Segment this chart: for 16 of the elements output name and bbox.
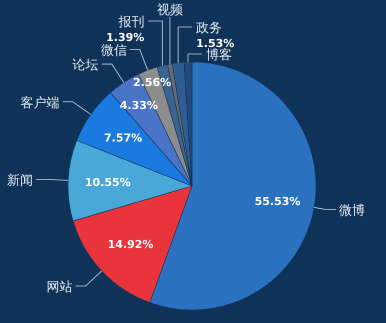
slice-label: 博客: [206, 47, 232, 63]
slice-label: 网站: [46, 280, 73, 296]
data-label: 55.53%: [254, 195, 300, 208]
slice-label: 报刊: [117, 15, 144, 30]
data-label: 14.92%: [108, 238, 154, 251]
slice-label: 新闻: [7, 173, 34, 188]
data-label: 10.55%: [84, 176, 131, 190]
slice-label: 微信: [100, 44, 127, 59]
slice-label: 政务: [196, 21, 222, 36]
data-label: 2.56%: [133, 76, 172, 89]
data-label: 7.57%: [104, 131, 142, 144]
data-label: 1.39%: [106, 31, 144, 44]
slice-label: 微博: [338, 204, 365, 219]
slice-label: 论坛: [72, 58, 99, 74]
slice-label: 客户端: [20, 94, 60, 111]
slice-label: 视频: [156, 3, 183, 18]
